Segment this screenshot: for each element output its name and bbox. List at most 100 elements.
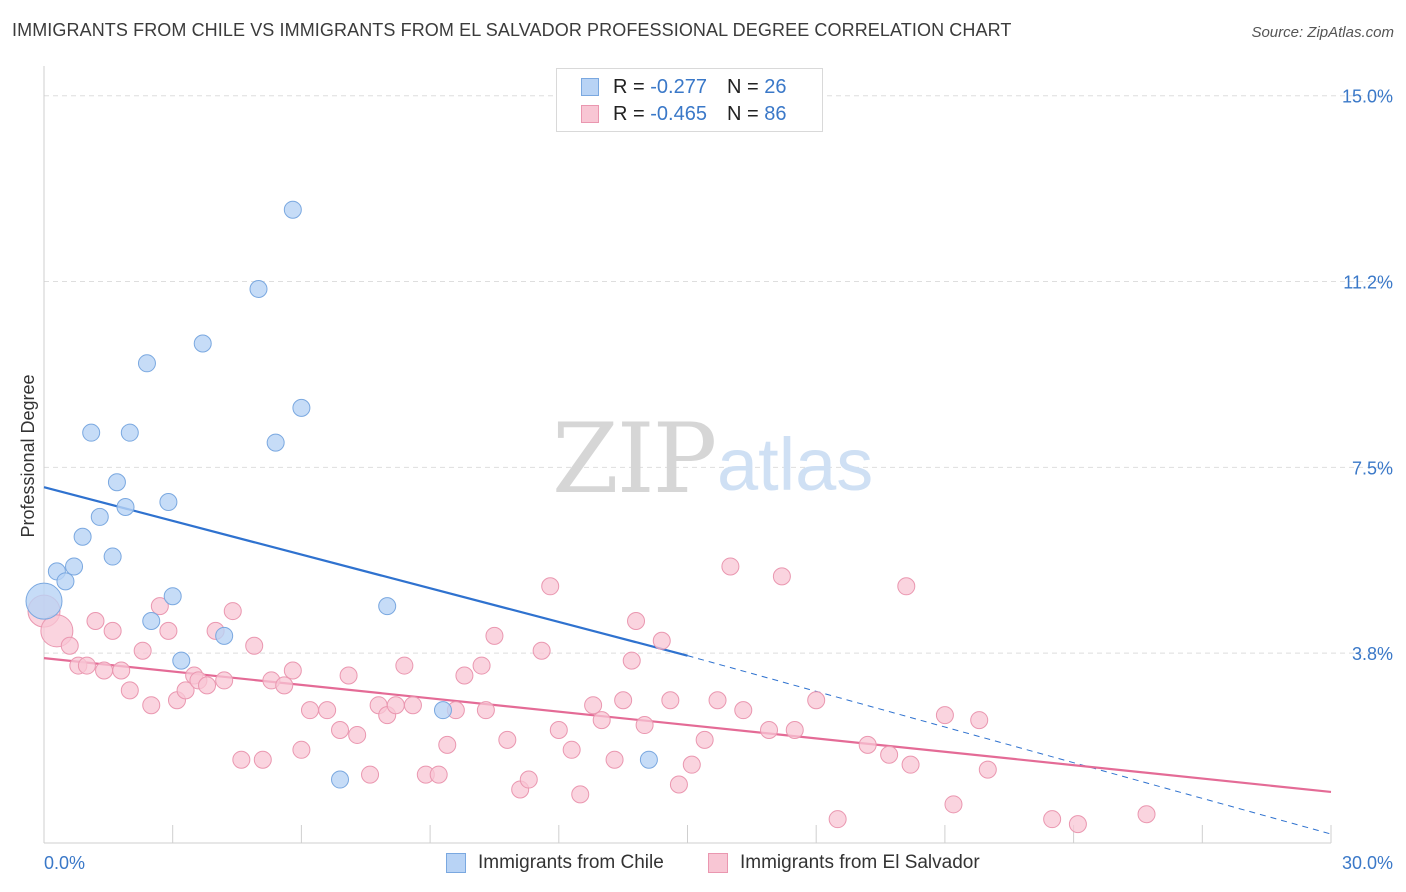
legend-row-el-salvador: R = -0.465 N = 86 [581,102,786,126]
bottom-legend-el-salvador: Immigrants from El Salvador [708,852,980,874]
y-axis-label: Professional Degree [18,374,38,537]
data-point-el-salvador [584,696,603,715]
data-point-el-salvador [176,681,195,700]
data-point-chile [65,557,84,576]
data-point-el-salvador [592,711,611,730]
data-point-el-salvador [198,676,217,695]
data-point-el-salvador [112,661,131,680]
data-point-el-salvador [103,621,122,640]
data-point-el-salvador [283,661,302,680]
data-point-el-salvador [695,730,714,749]
data-point-el-salvador [562,740,581,759]
data-point-chile [215,626,234,645]
data-point-el-salvador [652,631,671,650]
data-point-chile [433,701,452,720]
data-point-el-salvador [734,701,753,720]
trend-lines [43,486,1332,835]
watermark-zip: ZIP [552,403,715,515]
data-point-el-salvador [95,661,114,680]
bottom-legend-swatch-chile [446,853,466,873]
data-point-el-salvador [935,706,954,725]
data-point-chile [193,334,212,353]
data-point-el-salvador [622,651,641,670]
data-point-chile [137,354,156,373]
data-point-el-salvador [348,725,367,744]
data-point-el-salvador [438,735,457,754]
x-tick-label-max: 30.0% [1342,853,1393,873]
data-point-el-salvador [828,810,847,829]
data-point-el-salvador [682,755,701,774]
gridlines [44,95,1393,654]
data-point-chile [90,507,109,526]
data-point-el-salvador [77,656,96,675]
data-point-el-salvador [532,641,551,660]
legend-swatch-el-salvador [581,105,599,123]
data-point-el-salvador [1043,810,1062,829]
data-point-el-salvador [970,711,989,730]
data-point-chile [249,279,268,298]
watermark-atlas: atlas [717,423,873,506]
data-point-el-salvador [614,691,633,710]
data-point-el-salvador [133,641,152,660]
legend-n-label: N = [726,102,759,125]
data-point-chile [172,651,191,670]
data-point-el-salvador [331,720,350,739]
bottom-legend-label-chile: Immigrants from Chile [478,852,664,873]
data-point-el-salvador [978,760,997,779]
data-point-el-salvador [318,701,337,720]
data-point-el-salvador [669,775,688,794]
y-tick-label: 11.2% [1343,273,1393,293]
data-point-chile [142,611,161,630]
data-point-chile [116,498,135,517]
data-point-el-salvador [635,716,654,735]
data-point-el-salvador [395,656,414,675]
data-point-el-salvador [627,611,646,630]
y-tick-labels: 15.0% 11.2% 7.5% 3.8% [1342,87,1393,664]
data-point-el-salvador [571,785,590,804]
data-point-el-salvador [429,765,448,784]
data-point-el-salvador [60,636,79,655]
legend-swatch-chile [581,78,599,96]
data-point-chile [107,473,126,492]
y-tick-label: 3.8% [1352,644,1393,664]
data-point-el-salvador [901,755,920,774]
data-point-el-salvador [605,750,624,769]
data-point-el-salvador [944,795,963,814]
data-point-el-salvador [858,735,877,754]
data-point-chile [73,527,92,546]
legend-r-label: R = [613,102,645,125]
x-tick-label-min: 0.0% [44,853,85,873]
data-point-el-salvador [1137,805,1156,824]
source-label: Source: ZipAtlas.com [1251,24,1394,41]
trend-line-el-salvador [43,657,1332,794]
data-point-el-salvador [275,676,294,695]
data-point-el-salvador [386,696,405,715]
data-point-el-salvador [215,671,234,690]
legend-n-label: N = [726,75,759,98]
data-point-chile [266,433,285,452]
data-point-chile [639,750,658,769]
data-point-el-salvador [519,770,538,789]
data-point-chile [56,572,75,591]
data-point-el-salvador [721,557,740,576]
data-point-el-salvador [150,597,169,616]
data-point-el-salvador [292,740,311,759]
data-point-el-salvador [772,567,791,586]
data-point-el-salvador [159,621,178,640]
legend-n-value: 26 [764,75,787,98]
data-point-chile [283,200,302,219]
data-point-el-salvador [661,691,680,710]
axes [43,66,1332,844]
data-point-el-salvador [708,691,727,710]
data-point-el-salvador [300,701,319,720]
bottom-legend-chile: Immigrants from Chile [446,852,664,874]
series-chile-points [25,200,658,789]
data-point-el-salvador [403,696,422,715]
data-point-chile [378,597,397,616]
data-point-el-salvador [880,745,899,764]
legend-r-label: R = [613,75,645,98]
data-point-el-salvador [498,730,517,749]
data-point-el-salvador [472,656,491,675]
y-tick-label: 7.5% [1352,458,1393,478]
